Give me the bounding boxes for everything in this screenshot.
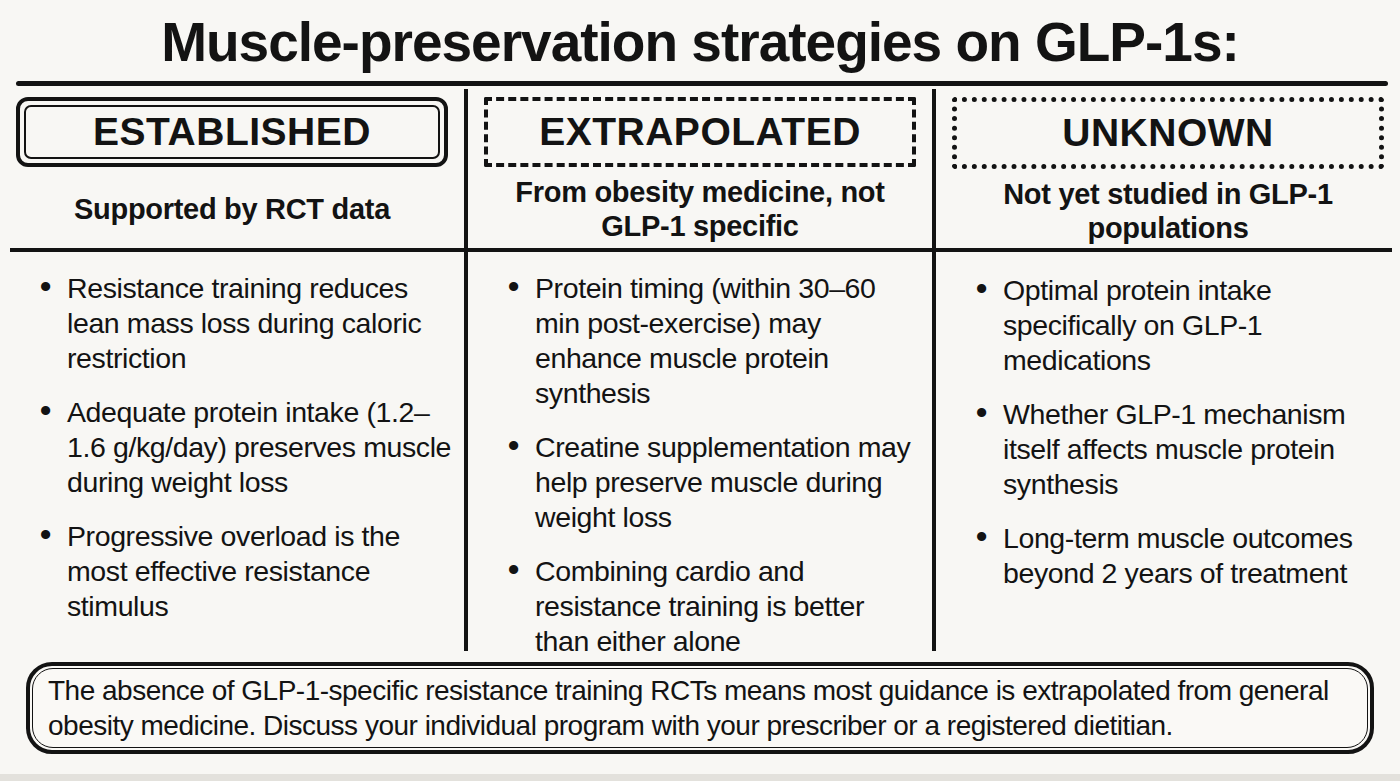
bullet-item: Long-term muscle outcomes beyond 2 years…: [976, 521, 1388, 591]
established-subtitle-band: Supported by RCT data: [0, 167, 464, 251]
column-unknown: UNKNOWN Not yet studied in GLP-1 populat…: [936, 89, 1400, 651]
established-header-label: ESTABLISHED: [93, 110, 371, 154]
bullet-item: Creatine supplementation may help preser…: [508, 430, 920, 535]
subtitle-divider-line: [10, 248, 1392, 252]
bullet-item: Adequate protein intake (1.2–1.6 g/kg/da…: [40, 395, 452, 500]
footer-note-text: The absence of GLP-1-specific resistance…: [48, 673, 1352, 743]
extrapolated-bullet-list: Protein timing (within 30–60 min post-ex…: [468, 271, 932, 659]
footer-note-box: The absence of GLP-1-specific resistance…: [26, 662, 1374, 754]
established-bullet-list: Resistance training reduces lean mass lo…: [0, 271, 464, 624]
columns-grid: ESTABLISHED Supported by RCT data Resist…: [0, 89, 1400, 651]
page-title: Muscle-preservation strategies on GLP-1s…: [0, 0, 1400, 74]
title-divider-line: [16, 81, 1388, 86]
extrapolated-subtitle-band: From obesity medicine, not GLP-1 specifi…: [468, 167, 932, 251]
column-established: ESTABLISHED Supported by RCT data Resist…: [0, 89, 464, 651]
unknown-bullet-list: Optimal protein intake specifically on G…: [936, 273, 1400, 591]
bullet-item: Protein timing (within 30–60 min post-ex…: [508, 271, 920, 411]
bullet-item: Optimal protein intake specifically on G…: [976, 273, 1388, 378]
bullet-item: Combining cardio and resistance training…: [508, 554, 920, 659]
bullet-item: Whether GLP-1 mechanism itself affects m…: [976, 397, 1388, 502]
column-extrapolated: EXTRAPOLATED From obesity medicine, not …: [464, 89, 936, 651]
bottom-edge-shading: [0, 774, 1400, 781]
unknown-subtitle-text: Not yet studied in GLP-1 populations: [962, 177, 1374, 245]
unknown-header-box: UNKNOWN: [952, 97, 1384, 169]
unknown-header-label: UNKNOWN: [1062, 111, 1273, 155]
extrapolated-subtitle-text: From obesity medicine, not GLP-1 specifi…: [494, 175, 906, 243]
extrapolated-header-box: EXTRAPOLATED: [484, 97, 916, 167]
unknown-subtitle-band: Not yet studied in GLP-1 populations: [936, 169, 1400, 253]
established-subtitle-text: Supported by RCT data: [74, 192, 390, 226]
bullet-item: Progressive overload is the most effecti…: [40, 519, 452, 624]
established-header-box: ESTABLISHED: [16, 97, 448, 167]
bullet-item: Resistance training reduces lean mass lo…: [40, 271, 452, 376]
infographic-canvas: Muscle-preservation strategies on GLP-1s…: [0, 0, 1400, 781]
extrapolated-header-label: EXTRAPOLATED: [539, 110, 861, 154]
